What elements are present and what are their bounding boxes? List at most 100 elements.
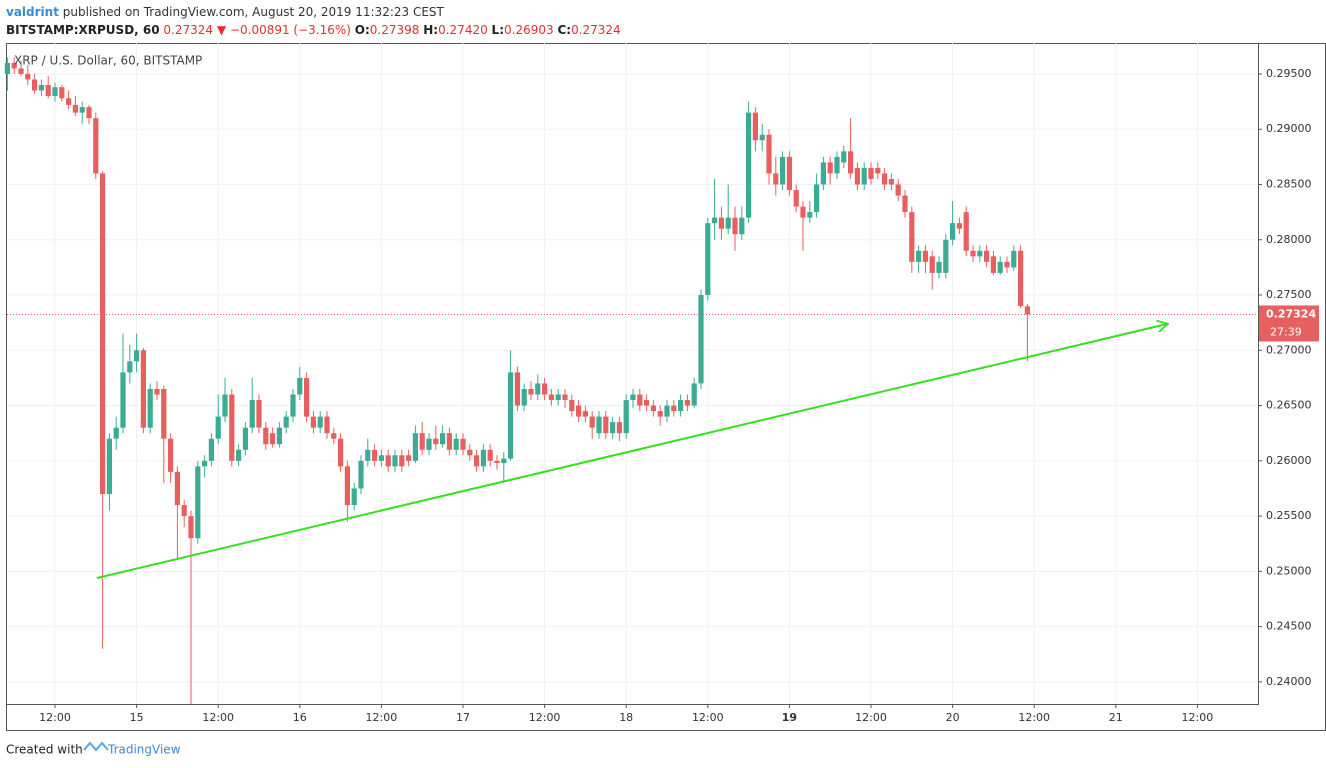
candle-body: [324, 416, 330, 434]
candle-body: [610, 422, 616, 434]
candle-body: [229, 394, 235, 461]
candle-body: [270, 433, 276, 445]
candle-body: [378, 455, 384, 461]
candle-body: [603, 416, 609, 434]
candle-body: [79, 107, 85, 113]
x-tick-label: 15: [130, 711, 144, 724]
candle-body: [623, 400, 629, 434]
y-tick-label: 0.28000: [1266, 233, 1312, 246]
c-label: C:: [557, 23, 571, 37]
candle-body: [263, 427, 269, 445]
candle-body: [548, 394, 554, 401]
candle-body: [644, 400, 650, 406]
candle-body: [576, 405, 582, 417]
candle-body: [86, 107, 92, 119]
candle-body: [990, 256, 996, 273]
candle-body: [147, 388, 153, 428]
high: 0.27420: [438, 23, 488, 37]
y-tick-label: 0.25000: [1266, 564, 1312, 577]
candle-body: [453, 438, 459, 450]
published: published on TradingView.com, August 20,…: [63, 5, 445, 19]
candle-body: [555, 394, 561, 401]
candle-body: [807, 212, 813, 218]
candle-body: [814, 184, 820, 213]
x-tick-label: 12:00: [1018, 711, 1050, 724]
candle-body: [596, 416, 602, 434]
candle-body: [467, 449, 473, 456]
o-label: O:: [355, 23, 370, 37]
candle-body: [45, 85, 51, 97]
candle-body: [746, 112, 752, 218]
candle-body: [1011, 250, 1017, 268]
candle-body: [848, 151, 854, 174]
candle-body: [154, 388, 160, 395]
trend-line: [96, 324, 1167, 579]
candle-body: [487, 449, 493, 461]
candle-body: [38, 85, 44, 91]
candle-body: [1018, 250, 1024, 307]
candle-body: [304, 377, 310, 417]
symbol: BITSTAMP:XRPUSD, 60: [6, 23, 160, 37]
candle-body: [657, 411, 663, 417]
plot-frame: [6, 43, 1259, 705]
candle-body: [922, 250, 928, 262]
candle-body: [868, 167, 874, 179]
header-line-2: BITSTAMP:XRPUSD, 60 0.27324 ▼ −0.00891 (…: [6, 23, 621, 37]
candle-body: [426, 438, 432, 450]
y-tick-label: 0.27000: [1266, 343, 1312, 356]
candle-body: [501, 458, 507, 464]
candle-body: [909, 212, 915, 262]
candle-body: [460, 438, 466, 450]
candle-body: [854, 167, 860, 185]
x-tick-label: 12:00: [692, 711, 724, 724]
candle-body: [773, 173, 779, 185]
candle-body: [18, 68, 24, 74]
candle-body: [514, 372, 520, 406]
x-tick-label: 18: [619, 711, 633, 724]
candle-body: [678, 400, 684, 412]
candle-body: [25, 73, 31, 80]
candle-body: [882, 173, 888, 185]
candle-body: [351, 488, 357, 506]
candle-body: [997, 261, 1003, 273]
candle-body: [365, 449, 371, 461]
candle-body: [140, 350, 146, 428]
header-line-1: valdrint published on TradingView.com, A…: [6, 5, 445, 19]
candle-body: [59, 87, 65, 99]
countdown-box: [1259, 323, 1319, 342]
candle-body: [895, 184, 901, 196]
candle-body: [752, 112, 758, 141]
candle-body: [684, 400, 690, 406]
candle-body: [344, 466, 350, 506]
candle-body: [508, 372, 514, 459]
legend: XRP / U.S. Dollar, 60, BITSTAMP: [14, 54, 202, 68]
candle-body: [861, 167, 867, 185]
candle-body: [32, 79, 38, 91]
last: 0.27324: [163, 23, 213, 37]
candle-body: [372, 449, 378, 461]
candle-body: [698, 295, 704, 384]
candle-body: [712, 217, 718, 224]
change: −0.00891 (−3.16%): [230, 23, 351, 37]
candle-body: [283, 416, 289, 428]
candle-body: [127, 361, 133, 373]
candle-body: [276, 427, 282, 445]
candle-body: [950, 223, 956, 240]
candle-body: [297, 377, 303, 395]
candle-body: [759, 134, 765, 141]
x-tick-label: 16: [293, 711, 307, 724]
candle-body: [338, 438, 344, 467]
candle-body: [956, 223, 962, 229]
y-tick-label: 0.26000: [1266, 454, 1312, 467]
candle-body: [984, 250, 990, 262]
x-tick-label: 12:00: [855, 711, 887, 724]
candle-body: [834, 156, 840, 174]
candle-body: [732, 217, 738, 235]
candle-body: [528, 388, 534, 395]
candle-body: [100, 173, 106, 494]
candle-body: [195, 466, 201, 539]
candle-body: [358, 460, 364, 489]
y-tick-label: 0.24000: [1266, 675, 1312, 688]
x-tick-label: 17: [456, 711, 470, 724]
